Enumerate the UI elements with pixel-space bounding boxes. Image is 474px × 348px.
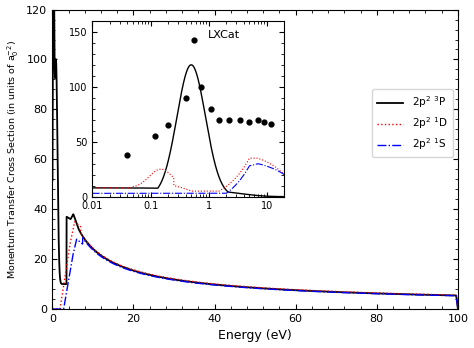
2p$^2$ $^1$S bbox=[55, 307, 60, 311]
Point bbox=[164, 122, 172, 128]
X-axis label: Energy (eV): Energy (eV) bbox=[218, 330, 292, 342]
Text: LXCat: LXCat bbox=[208, 31, 240, 40]
Point bbox=[254, 117, 262, 122]
2p$^2$ $^3$P bbox=[55, 128, 60, 132]
Line: 2p$^2$ $^1$S: 2p$^2$ $^1$S bbox=[53, 238, 458, 309]
2p$^2$ $^1$S bbox=[53, 307, 59, 311]
Point bbox=[215, 117, 223, 122]
2p$^2$ $^1$S bbox=[57, 307, 63, 311]
Point bbox=[225, 117, 232, 122]
2p$^2$ $^1$S bbox=[80, 236, 86, 240]
Line: 2p$^2$ $^1$D: 2p$^2$ $^1$D bbox=[53, 222, 458, 309]
2p$^2$ $^3$P bbox=[56, 247, 62, 251]
2p$^2$ $^1$D bbox=[420, 292, 426, 296]
Point bbox=[190, 37, 198, 42]
Point bbox=[237, 117, 244, 122]
2p$^2$ $^1$D bbox=[50, 307, 55, 311]
Point bbox=[198, 84, 205, 89]
Point bbox=[260, 119, 268, 125]
2p$^2$ $^3$P bbox=[50, 7, 56, 11]
Point bbox=[124, 152, 131, 158]
Point bbox=[246, 119, 253, 125]
Point bbox=[182, 95, 190, 101]
2p$^2$ $^1$D bbox=[57, 307, 63, 311]
Point bbox=[151, 133, 159, 139]
2p$^2$ $^1$S bbox=[102, 257, 108, 261]
2p$^2$ $^3$P bbox=[53, 57, 59, 62]
Y-axis label: Monentum Transfer Cross Section (in units of a$_0^{-2}$): Monentum Transfer Cross Section (in unit… bbox=[6, 40, 21, 279]
2p$^2$ $^3$P bbox=[50, 178, 55, 182]
2p$^2$ $^1$S bbox=[455, 307, 461, 311]
Legend: 2p$^2$ $^3$P, 2p$^2$ $^1$D, 2p$^2$ $^1$S: 2p$^2$ $^3$P, 2p$^2$ $^1$D, 2p$^2$ $^1$S bbox=[372, 89, 453, 158]
2p$^2$ $^3$P bbox=[102, 256, 108, 260]
2p$^2$ $^1$D bbox=[455, 307, 461, 311]
2p$^2$ $^1$S bbox=[56, 307, 62, 311]
Point bbox=[207, 106, 215, 111]
2p$^2$ $^1$D bbox=[53, 307, 59, 311]
Point bbox=[268, 121, 275, 127]
Line: 2p$^2$ $^3$P: 2p$^2$ $^3$P bbox=[53, 9, 458, 309]
2p$^2$ $^3$P bbox=[57, 272, 63, 276]
2p$^2$ $^1$D bbox=[72, 220, 78, 224]
2p$^2$ $^1$D bbox=[56, 307, 62, 311]
2p$^2$ $^1$S bbox=[420, 293, 426, 297]
2p$^2$ $^1$D bbox=[102, 255, 108, 259]
2p$^2$ $^1$D bbox=[55, 307, 60, 311]
2p$^2$ $^3$P bbox=[455, 307, 461, 311]
2p$^2$ $^3$P bbox=[420, 293, 426, 297]
2p$^2$ $^1$S bbox=[50, 307, 55, 311]
